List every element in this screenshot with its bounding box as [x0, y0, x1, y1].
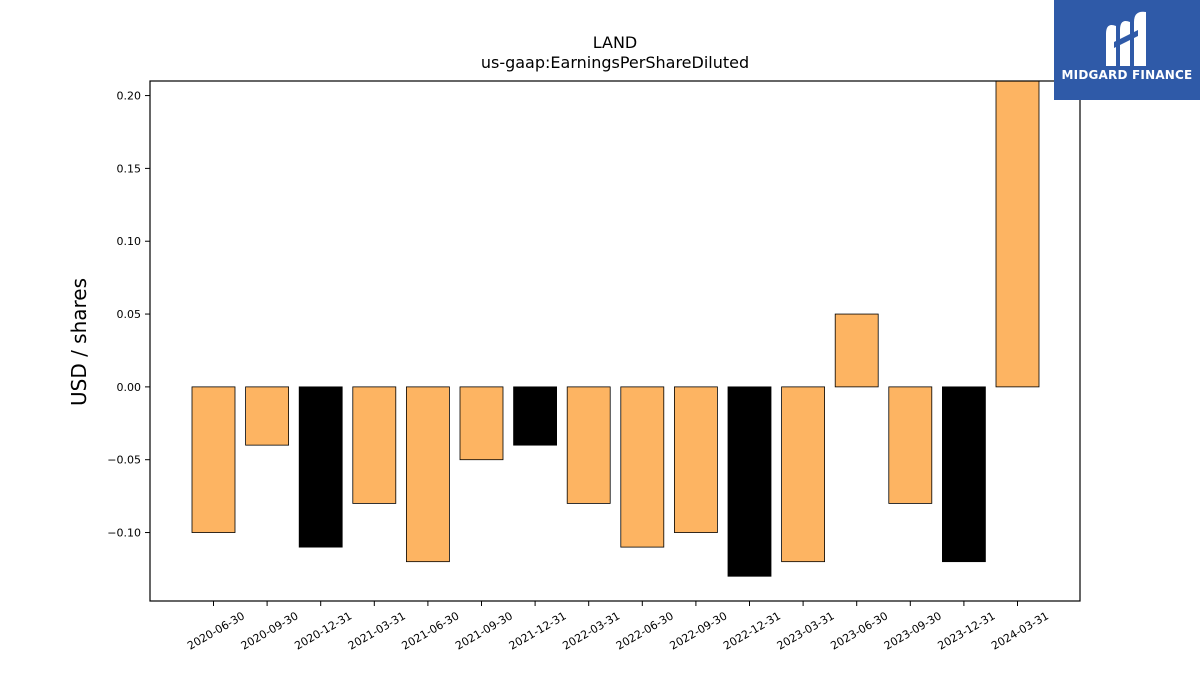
x-tick-label: 2021-09-30	[453, 609, 515, 652]
bar-2023-06-30	[834, 313, 879, 388]
x-tick-label: 2023-09-30	[882, 609, 944, 652]
x-tick-label: 2021-12-31	[507, 609, 569, 652]
x-tick-label: 2022-03-31	[560, 609, 622, 652]
plot-frame	[149, 80, 1081, 602]
x-tick-label: 2022-12-31	[721, 609, 783, 652]
y-axis: 0.20 0.15 0.10 0.05 0.00 −0.05 −0.10	[107, 90, 150, 540]
y-tick-label: 0.00	[117, 381, 142, 394]
chart-subtitle: us-gaap:EarningsPerShareDiluted	[481, 53, 749, 72]
x-tick-label: 2024-03-31	[989, 609, 1051, 652]
bar-2022-09-30	[674, 386, 718, 533]
bar-2022-03-31	[566, 386, 611, 504]
x-tick-label: 2022-09-30	[668, 609, 730, 652]
x-tick-label: 2020-09-30	[239, 609, 301, 652]
chart-title: LAND	[593, 33, 638, 52]
x-tick-label: 2021-06-30	[400, 609, 462, 652]
bar-2022-12-31	[727, 386, 772, 577]
bar-2024-03-31	[995, 80, 1040, 388]
bar-2023-09-30	[888, 386, 933, 504]
y-axis-label: USD / shares	[67, 278, 91, 406]
bar-2021-03-31	[352, 386, 397, 504]
y-tick-label: 0.20	[117, 90, 142, 103]
logo: MIDGARD FINANCE	[1054, 0, 1200, 100]
midgard-m-icon	[1106, 11, 1146, 66]
bar-2023-12-31	[942, 386, 986, 563]
bar-2021-06-30	[405, 386, 450, 563]
bar-2022-06-30	[620, 386, 665, 548]
x-tick-label: 2020-12-31	[292, 609, 354, 652]
x-tick-label: 2023-12-31	[936, 609, 998, 652]
x-tick-label: 2020-06-30	[185, 609, 247, 652]
y-tick-label: 0.15	[117, 162, 142, 175]
bar-2021-12-31	[513, 386, 557, 446]
bar-2020-09-30	[245, 386, 290, 446]
bar-2020-12-31	[298, 386, 343, 548]
x-tick-label: 2023-06-30	[828, 609, 890, 652]
bar-2020-06-30	[191, 386, 236, 533]
bar-2023-03-31	[781, 386, 825, 563]
x-tick-label: 2023-03-31	[775, 609, 837, 652]
x-tick-label: 2022-06-30	[614, 609, 676, 652]
bars-group	[191, 80, 1040, 577]
bar-2021-09-30	[459, 386, 504, 461]
x-axis: 2020-06-302020-09-302020-12-312021-03-31…	[185, 601, 1051, 653]
logo-text: MIDGARD FINANCE	[1061, 68, 1193, 82]
y-tick-label: 0.05	[117, 308, 142, 321]
y-tick-label: −0.10	[107, 527, 141, 540]
x-tick-label: 2021-03-31	[346, 609, 408, 652]
y-tick-label: −0.05	[107, 454, 141, 467]
y-tick-label: 0.10	[117, 235, 142, 248]
